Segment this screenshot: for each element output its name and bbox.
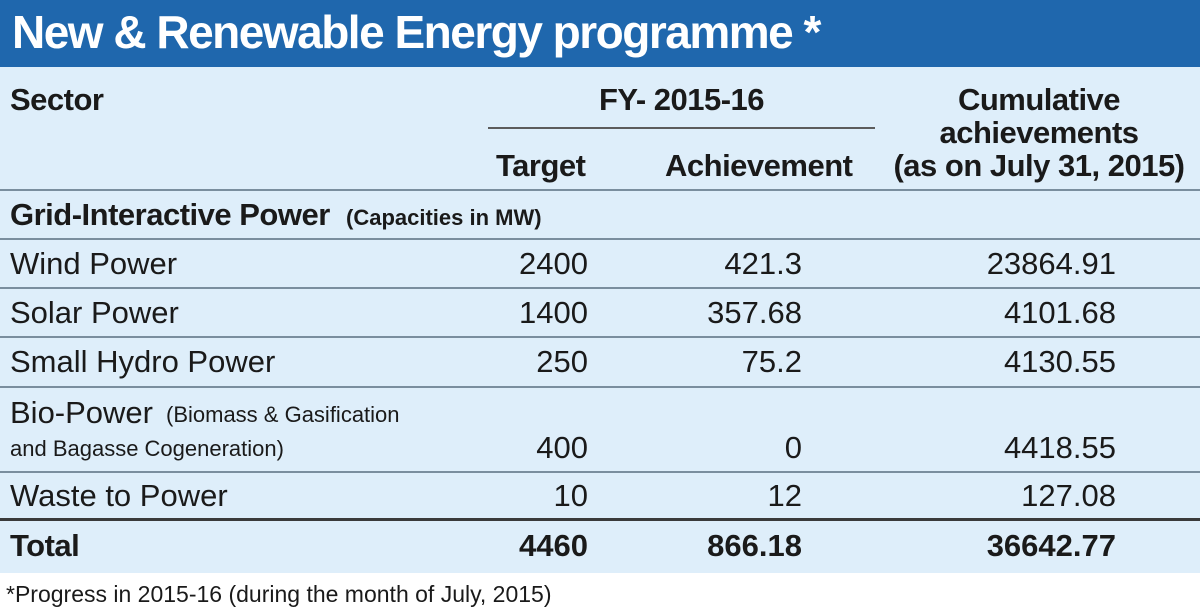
sector-column-header: Sector: [10, 82, 104, 117]
row-divider: [0, 386, 1200, 388]
row-cumulative: 23864.91: [986, 246, 1116, 281]
row-divider: [0, 471, 1200, 473]
fy-column-header: FY- 2015-16: [598, 82, 765, 117]
row-sector-note: (Biomass & Gasification: [166, 402, 400, 427]
section-note: (Capacities in MW): [346, 205, 542, 230]
footnote: *Progress in 2015-16 (during the month o…: [6, 581, 552, 607]
achievement-column-header: Achievement: [665, 148, 853, 183]
section-label: Grid-Interactive Power: [10, 197, 330, 232]
row-cumulative: 4101.68: [1003, 295, 1116, 330]
cumulative-header-line2: achievements: [939, 115, 1139, 150]
row-target: 1400: [519, 295, 588, 330]
target-column-header: Target: [496, 148, 586, 183]
energy-table: [0, 67, 1200, 573]
row-target: 250: [536, 344, 588, 379]
total-target: 4460: [519, 528, 588, 563]
fy-underline: [488, 127, 875, 129]
total-label: Total: [10, 528, 80, 563]
row-sector: Bio-Power: [10, 395, 153, 430]
row-sector: Small Hydro Power: [10, 344, 276, 379]
row-divider: [0, 336, 1200, 338]
row-sector: Waste to Power: [10, 478, 228, 513]
total-cumulative: 36642.77: [986, 528, 1116, 563]
row-cumulative: 4130.55: [1003, 344, 1116, 379]
row-target: 2400: [519, 246, 588, 281]
total-divider: [0, 518, 1200, 521]
row-achievement: 12: [767, 478, 802, 513]
header-divider: [0, 189, 1200, 191]
row-cumulative: 127.08: [1021, 478, 1116, 513]
total-achievement: 866.18: [707, 528, 802, 563]
row-achievement: 75.2: [741, 344, 802, 379]
row-achievement: 421.3: [724, 246, 802, 281]
page-title: New & Renewable Energy programme *: [12, 6, 821, 58]
row-achievement: 357.68: [707, 295, 802, 330]
row-divider: [0, 287, 1200, 289]
row-cumulative: 4418.55: [1003, 430, 1116, 465]
row-sector: Solar Power: [10, 295, 179, 330]
row-target: 10: [553, 478, 588, 513]
row-target: 400: [536, 430, 588, 465]
cumulative-header-line1: Cumulative: [957, 82, 1121, 117]
row-achievement: 0: [784, 430, 802, 465]
title-banner: New & Renewable Energy programme *: [0, 0, 1200, 67]
row-sector: Wind Power: [10, 246, 178, 281]
row-divider: [0, 238, 1200, 240]
cumulative-header-line3: (as on July 31, 2015): [893, 148, 1185, 183]
row-sector-note: and Bagasse Cogeneration): [10, 436, 284, 461]
